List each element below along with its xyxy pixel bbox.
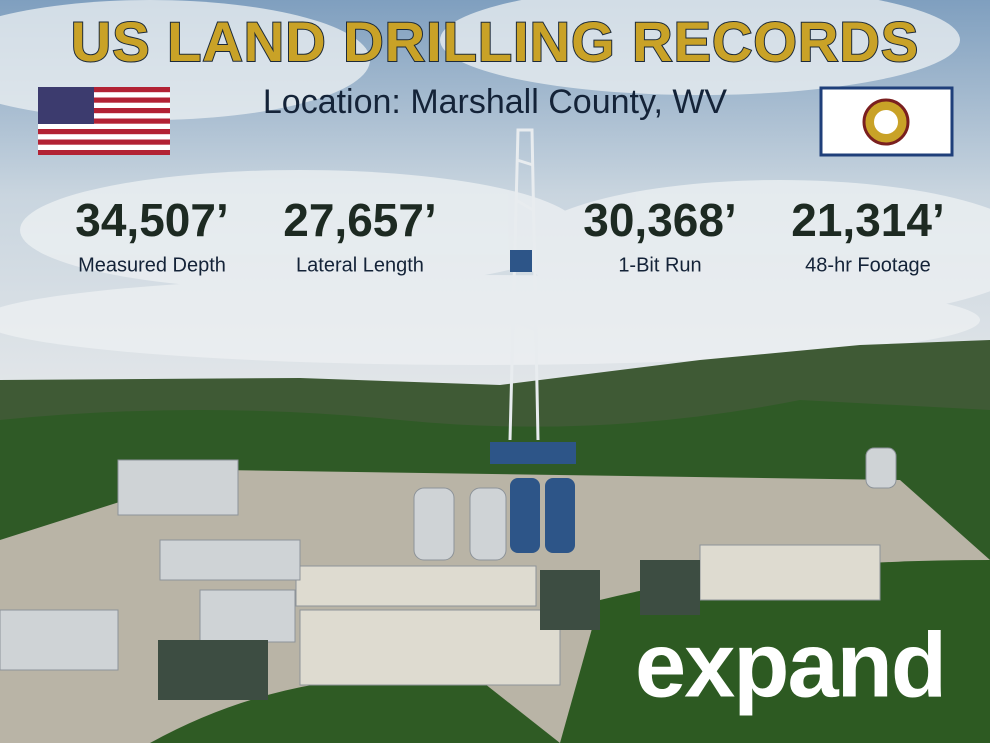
stat-value: 34,507’ <box>75 194 228 246</box>
stat-value: 27,657’ <box>283 194 436 246</box>
stat-label: 1-Bit Run <box>618 254 701 276</box>
wv-flag <box>819 86 954 157</box>
stat-label: Lateral Length <box>296 254 424 276</box>
us-flag <box>38 87 170 155</box>
stat-label: 48-hr Footage <box>805 254 931 276</box>
logo: expand <box>635 614 945 716</box>
stat-label: Measured Depth <box>78 254 226 276</box>
stats: 34,507’ Measured Depth 27,657’ Lateral Leng… <box>75 194 944 276</box>
location: Location: Marshall County, WV <box>263 83 728 121</box>
stat-value: 30,368’ <box>583 194 736 246</box>
title: US LAND DRILLING RECORDS <box>71 10 919 73</box>
stat-value: 21,314’ <box>791 194 944 246</box>
